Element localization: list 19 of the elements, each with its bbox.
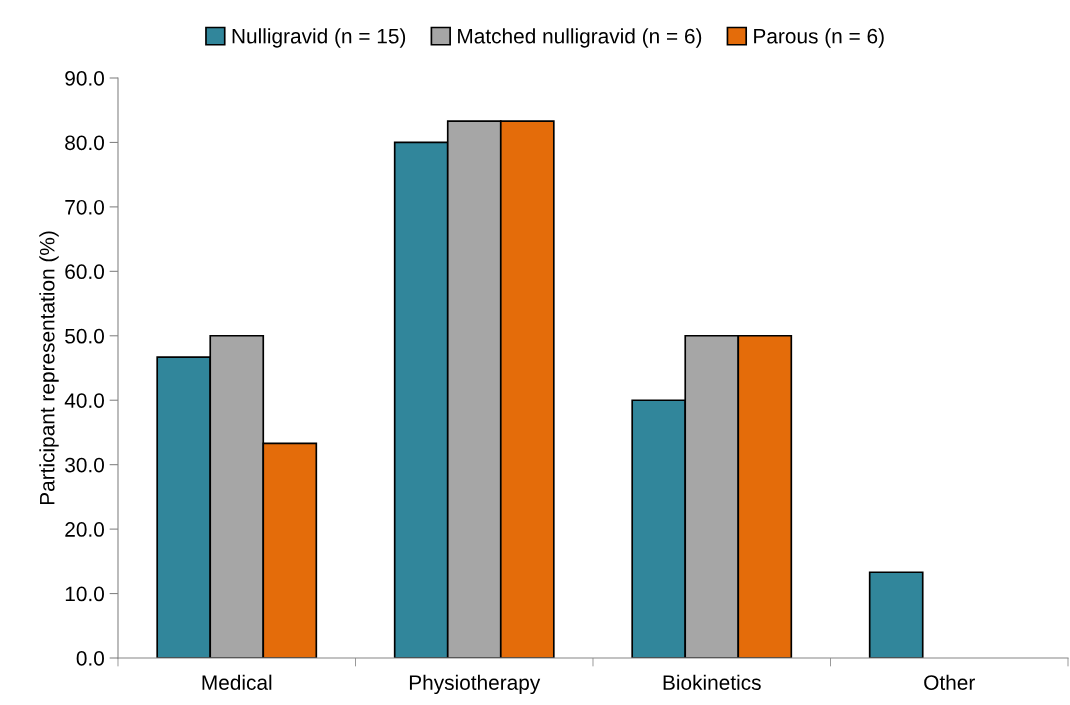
y-tick-label: 80.0 — [65, 135, 104, 151]
legend-label: Nulligravid (n = 15) — [232, 28, 406, 48]
x-tick-label: Other — [924, 674, 975, 690]
y-tick-label: 60.0 — [65, 264, 104, 280]
y-tick-label: 30.0 — [65, 457, 104, 473]
y-tick-label: 40.0 — [64, 393, 104, 408]
x-tick-label: Medical — [202, 674, 272, 690]
y-tick-label: 50.0 — [65, 328, 104, 344]
y-tick-label: 90.0 — [65, 71, 104, 86]
y-axis-title: Participant representation (%) — [39, 231, 59, 505]
y-tick-label: 20.0 — [65, 522, 104, 537]
y-tick-label: 10.0 — [65, 586, 104, 602]
x-tick-label: Physiotherapy — [409, 674, 541, 695]
y-tick-label: 0.0 — [76, 651, 104, 666]
x-tick-label: Biokinetics — [663, 674, 761, 690]
bar — [868, 571, 924, 658]
y-tick-label: 70.0 — [65, 199, 104, 215]
legend-label: Matched nulligravid (n = 6) — [458, 28, 702, 48]
legend-label: Parous (n = 6) — [754, 28, 884, 48]
